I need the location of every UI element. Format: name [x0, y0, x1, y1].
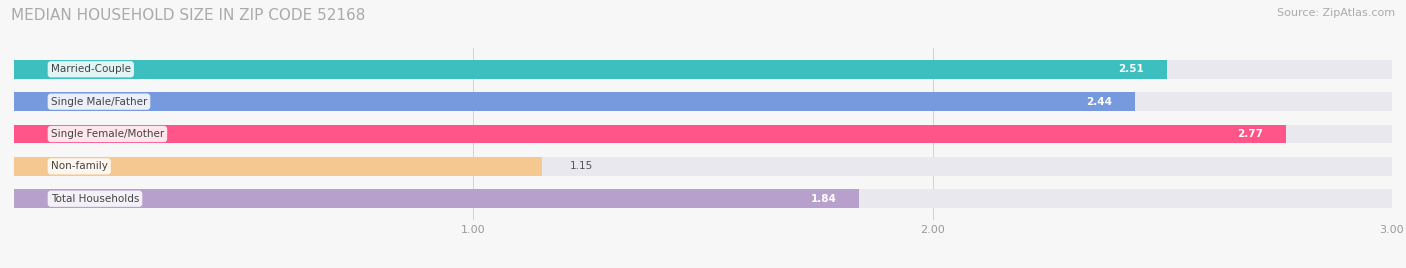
- Text: Total Households: Total Households: [51, 194, 139, 204]
- Bar: [14, 125, 1286, 143]
- Bar: [14, 92, 1135, 111]
- Text: 2.44: 2.44: [1085, 97, 1112, 107]
- Text: MEDIAN HOUSEHOLD SIZE IN ZIP CODE 52168: MEDIAN HOUSEHOLD SIZE IN ZIP CODE 52168: [11, 8, 366, 23]
- Bar: [14, 157, 543, 176]
- Text: 2.51: 2.51: [1118, 64, 1144, 74]
- Bar: [14, 60, 1392, 79]
- Text: Source: ZipAtlas.com: Source: ZipAtlas.com: [1277, 8, 1395, 18]
- Bar: [14, 125, 1392, 143]
- Text: 1.84: 1.84: [810, 194, 837, 204]
- Text: 1.15: 1.15: [569, 161, 593, 171]
- Text: Non-family: Non-family: [51, 161, 108, 171]
- Text: Married-Couple: Married-Couple: [51, 64, 131, 74]
- Bar: [14, 60, 1167, 79]
- Text: Single Male/Father: Single Male/Father: [51, 97, 148, 107]
- Bar: [14, 92, 1392, 111]
- Bar: [14, 157, 1392, 176]
- Text: 2.77: 2.77: [1237, 129, 1264, 139]
- Bar: [14, 189, 1392, 208]
- Bar: [14, 189, 859, 208]
- Text: Single Female/Mother: Single Female/Mother: [51, 129, 165, 139]
